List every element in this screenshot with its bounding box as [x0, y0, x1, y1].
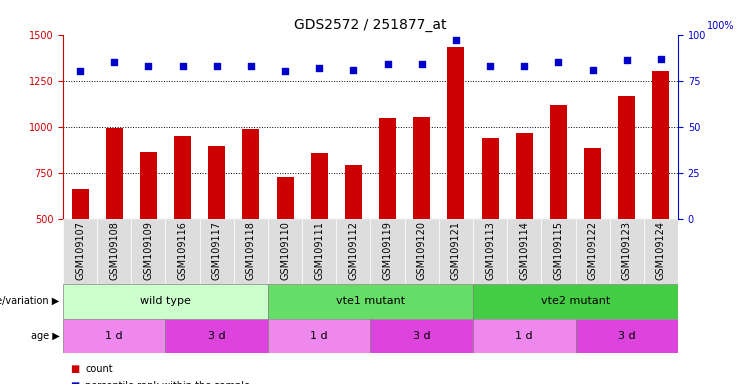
- Bar: [268, 319, 370, 353]
- Text: ■: ■: [70, 364, 79, 374]
- Bar: [97, 219, 131, 284]
- Text: GSM109124: GSM109124: [656, 221, 666, 280]
- Text: vte1 mutant: vte1 mutant: [336, 296, 405, 306]
- Text: age ▶: age ▶: [30, 331, 59, 341]
- Bar: [482, 138, 499, 311]
- Text: GSM109110: GSM109110: [280, 221, 290, 280]
- Bar: [507, 219, 542, 284]
- Bar: [336, 219, 370, 284]
- Point: [108, 59, 120, 65]
- Point: [142, 63, 154, 69]
- Point: [450, 37, 462, 43]
- Point: [587, 66, 599, 73]
- Text: GSM109120: GSM109120: [416, 221, 427, 280]
- Point: [74, 68, 86, 74]
- Bar: [276, 177, 293, 311]
- Bar: [106, 127, 123, 311]
- Text: GSM109115: GSM109115: [554, 221, 563, 280]
- Point: [348, 66, 359, 73]
- Bar: [208, 146, 225, 311]
- Bar: [610, 219, 644, 284]
- Text: GSM109109: GSM109109: [144, 221, 153, 280]
- Text: 1 d: 1 d: [516, 331, 533, 341]
- Point: [382, 61, 393, 67]
- Text: GSM109122: GSM109122: [588, 221, 597, 280]
- Text: ■: ■: [70, 381, 79, 384]
- Bar: [268, 219, 302, 284]
- Text: GSM109118: GSM109118: [246, 221, 256, 280]
- Text: 3 d: 3 d: [208, 331, 225, 341]
- Bar: [63, 284, 268, 319]
- Bar: [405, 219, 439, 284]
- Text: GSM109117: GSM109117: [212, 221, 222, 280]
- Text: GSM109114: GSM109114: [519, 221, 529, 280]
- Bar: [310, 154, 328, 311]
- Bar: [516, 133, 533, 311]
- Bar: [473, 219, 507, 284]
- Point: [553, 59, 565, 65]
- Bar: [584, 148, 601, 311]
- Bar: [199, 219, 234, 284]
- Text: 3 d: 3 d: [413, 331, 431, 341]
- Text: 1 d: 1 d: [310, 331, 328, 341]
- Text: genotype/variation ▶: genotype/variation ▶: [0, 296, 59, 306]
- Point: [518, 63, 530, 69]
- Point: [313, 65, 325, 71]
- Text: wild type: wild type: [140, 296, 191, 306]
- Bar: [242, 129, 259, 311]
- Point: [621, 57, 633, 63]
- Text: 1 d: 1 d: [105, 331, 123, 341]
- Bar: [652, 71, 669, 311]
- Text: GSM109112: GSM109112: [348, 221, 359, 280]
- Bar: [165, 219, 199, 284]
- Bar: [174, 136, 191, 311]
- Point: [279, 68, 291, 74]
- Text: GSM109123: GSM109123: [622, 221, 632, 280]
- Y-axis label: 100%: 100%: [708, 21, 735, 31]
- Bar: [379, 118, 396, 311]
- Bar: [345, 166, 362, 311]
- Bar: [63, 219, 97, 284]
- Bar: [542, 219, 576, 284]
- Bar: [234, 219, 268, 284]
- Text: GSM109113: GSM109113: [485, 221, 495, 280]
- Bar: [131, 219, 165, 284]
- Text: GSM109111: GSM109111: [314, 221, 325, 280]
- Bar: [550, 104, 567, 311]
- Bar: [473, 319, 576, 353]
- Text: GSM109121: GSM109121: [451, 221, 461, 280]
- Point: [245, 63, 257, 69]
- Point: [484, 63, 496, 69]
- Title: GDS2572 / 251877_at: GDS2572 / 251877_at: [294, 18, 447, 32]
- Bar: [302, 219, 336, 284]
- Text: GSM109116: GSM109116: [178, 221, 187, 280]
- Bar: [576, 319, 678, 353]
- Text: GSM109107: GSM109107: [75, 221, 85, 280]
- Bar: [439, 219, 473, 284]
- Bar: [140, 152, 157, 311]
- Text: vte2 mutant: vte2 mutant: [541, 296, 610, 306]
- Bar: [576, 219, 610, 284]
- Point: [210, 63, 222, 69]
- Bar: [448, 48, 465, 311]
- Text: GSM109119: GSM109119: [382, 221, 393, 280]
- Bar: [370, 219, 405, 284]
- Bar: [268, 284, 473, 319]
- Text: count: count: [85, 364, 113, 374]
- Bar: [370, 319, 473, 353]
- Point: [176, 63, 188, 69]
- Bar: [165, 319, 268, 353]
- Bar: [644, 219, 678, 284]
- Bar: [473, 284, 678, 319]
- Point: [416, 61, 428, 67]
- Text: 3 d: 3 d: [618, 331, 636, 341]
- Bar: [72, 189, 89, 311]
- Text: GSM109108: GSM109108: [109, 221, 119, 280]
- Bar: [63, 319, 165, 353]
- Bar: [413, 117, 431, 311]
- Text: percentile rank within the sample: percentile rank within the sample: [85, 381, 250, 384]
- Bar: [618, 96, 635, 311]
- Point: [655, 55, 667, 61]
